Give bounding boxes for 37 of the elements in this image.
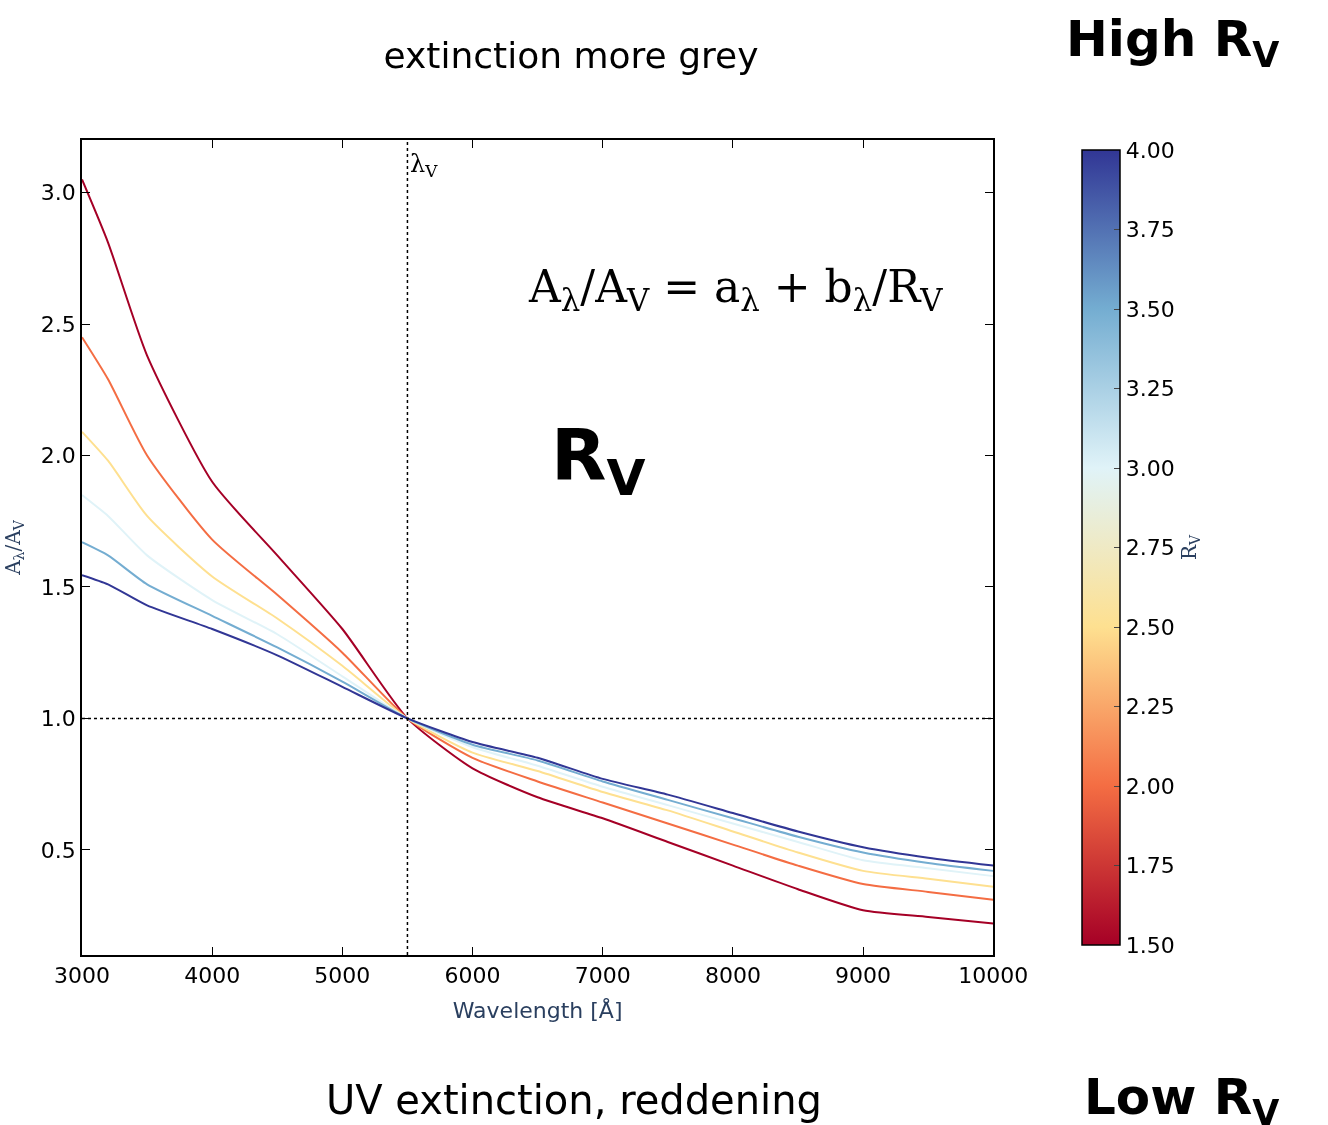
color-bar-label: 1.75 — [1125, 853, 1175, 879]
color-bar-label: 3.50 — [1125, 296, 1175, 322]
y-tick-label: 1.5 — [40, 574, 76, 600]
line-series — [82, 178, 994, 925]
x-axis-title: Wavelength [Å] — [452, 996, 623, 1023]
text: High R$_{V}$ — [1066, 10, 1280, 75]
x-tick-label: 7000 — [574, 963, 631, 989]
text: UV extinction, reddening — [326, 1077, 822, 1123]
x-tick-label: 6000 — [444, 963, 501, 989]
line-series — [82, 430, 994, 888]
x-tick-label: 8000 — [704, 963, 761, 989]
x-tick-label: 9000 — [835, 963, 892, 989]
color-bar-label: 2.75 — [1125, 535, 1175, 561]
color-bar-label: 3.00 — [1125, 455, 1175, 481]
color-bar-label: 3.25 — [1125, 376, 1175, 402]
color-bar-label: 3.75 — [1125, 217, 1175, 243]
x-tick-label: 3000 — [54, 963, 110, 989]
text: Low R$_{V}$ — [1084, 1068, 1280, 1125]
y-tick-label: 1.0 — [40, 706, 76, 732]
y-tick-label: 3.0 — [40, 180, 76, 206]
color-bar-label: 1.50 — [1125, 932, 1175, 958]
y-tick-label: 0.5 — [40, 837, 76, 863]
color-bar-label: 2.25 — [1125, 694, 1175, 720]
color-bar-label: 2.50 — [1125, 614, 1175, 640]
x-tick-label: 5000 — [314, 963, 371, 989]
y-tick-label: 2.5 — [40, 311, 76, 337]
text: = a$_{λ}$ + b$_{λ}$/R$_{V}$ — [663, 261, 943, 319]
chart-title: extinction more grey — [383, 34, 759, 76]
color-bar-title: R$_{V}$ — [551, 413, 646, 508]
line-series — [82, 336, 994, 901]
y-axis-title: A$_{λ}$/A$_{V}$ — [529, 261, 650, 319]
y-tick-label: 2.0 — [40, 443, 76, 469]
x-tick-label: 10000 — [958, 963, 1029, 989]
ref-line-label: λ$_{V}$ — [410, 150, 439, 182]
color-bar-label: 2.00 — [1125, 773, 1175, 799]
x-tick-label: 4000 — [184, 963, 241, 989]
color-bar-label: 4.00 — [1125, 137, 1175, 163]
